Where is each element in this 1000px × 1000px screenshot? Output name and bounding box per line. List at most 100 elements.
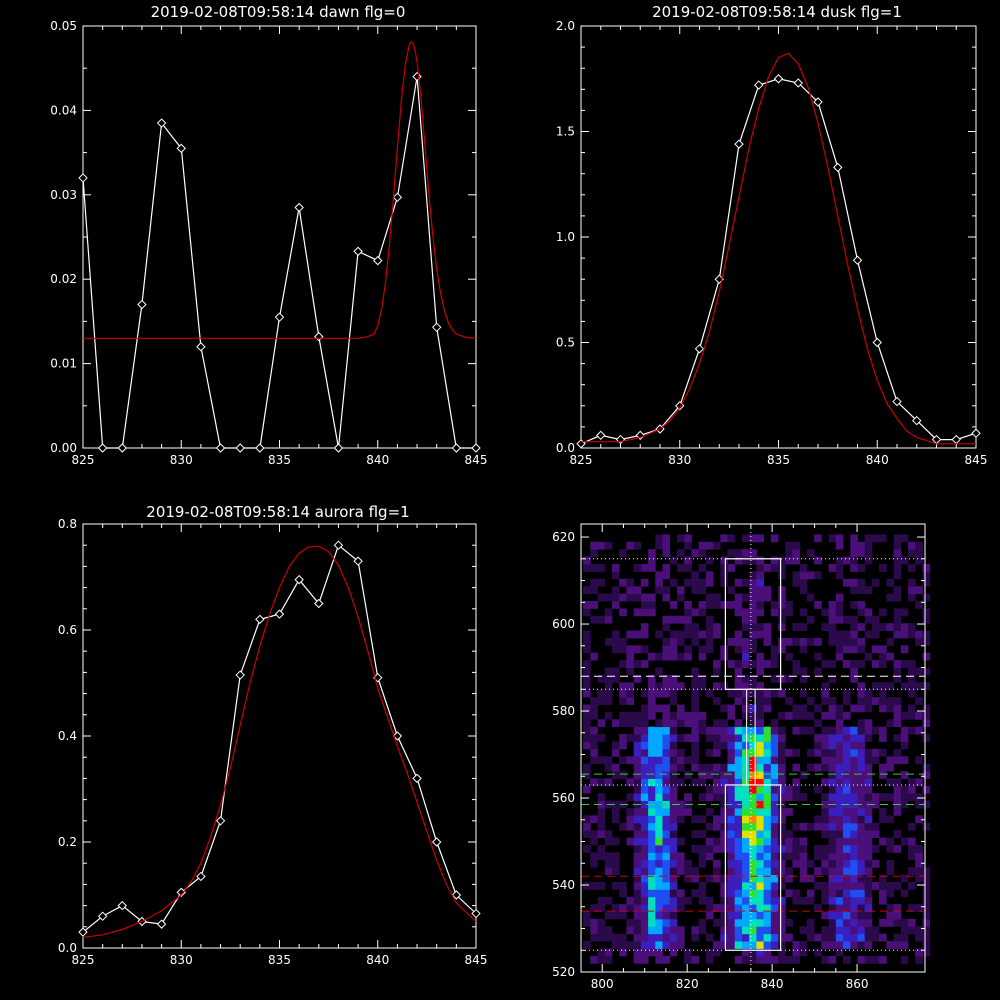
spectrogram-pixel	[734, 926, 743, 935]
spectrogram-pixel	[633, 734, 642, 742]
spectrogram-pixel	[763, 785, 772, 794]
spectrogram-pixel	[850, 808, 858, 816]
spectrogram-pixel	[604, 674, 613, 683]
spectrogram-pixel	[799, 874, 808, 883]
spectrogram-pixel	[843, 955, 851, 964]
spectrogram-pixel	[749, 638, 757, 646]
spectrogram-pixel	[857, 955, 866, 964]
spectrogram-pixel	[655, 793, 663, 801]
spectrogram-pixel	[785, 874, 793, 883]
spectrogram-pixel	[691, 778, 699, 787]
spectrogram-pixel	[734, 549, 743, 557]
spectrogram-pixel	[640, 889, 649, 898]
spectrogram-pixel	[626, 793, 634, 801]
spectrogram-pixel	[742, 926, 750, 935]
spectrogram-pixel	[669, 771, 678, 779]
spectrogram-pixel	[633, 726, 642, 735]
spectrogram-pixel	[756, 955, 764, 964]
spectrogram-pixel	[879, 652, 887, 661]
spectrogram-pixel	[648, 601, 656, 609]
spectrogram-pixel	[828, 845, 837, 853]
spectrogram-pixel	[821, 711, 829, 720]
spectrogram-pixel	[734, 660, 743, 668]
spectrogram-pixel	[922, 615, 931, 624]
spectrogram-pixel	[864, 815, 873, 824]
spectrogram-pixel	[857, 845, 866, 853]
spectrogram-pixel	[727, 830, 736, 838]
spectrogram-pixel	[669, 726, 678, 735]
spectrogram-pixel	[734, 578, 743, 587]
spectrogram-pixel	[691, 889, 699, 898]
spectrogram-pixel	[770, 674, 779, 683]
spectrogram-pixel	[655, 815, 663, 824]
dusk-x-tick-label: 845	[965, 453, 988, 467]
spectrogram-pixel	[835, 756, 844, 765]
spectrogram-pixel	[770, 830, 779, 838]
spectrogram-pixel	[612, 645, 620, 654]
spectrogram-pixel	[698, 586, 707, 594]
spectrogram-pixel	[778, 837, 786, 846]
spectrogram-pixel	[590, 704, 598, 713]
spectrogram-pixel	[806, 726, 815, 735]
spectrogram-pixel	[871, 800, 880, 809]
spectrogram-pixel	[612, 593, 620, 602]
spectrogram-pixel	[633, 941, 642, 949]
spectrogram-pixel	[655, 704, 663, 713]
spectrogram-pixel	[763, 638, 772, 646]
spectrogram-pixel	[864, 726, 873, 735]
spectrogram-pixel	[843, 697, 851, 705]
spectrogram-image	[583, 534, 931, 964]
spectrogram-pixel	[806, 822, 815, 831]
spectrogram-pixel	[698, 682, 707, 691]
spectrogram-pixel	[778, 771, 786, 779]
spectrogram-pixel	[893, 808, 902, 816]
spectrogram-pixel	[821, 822, 829, 831]
spectrogram-pixel	[922, 711, 931, 720]
spectrogram-pixel	[698, 793, 707, 801]
spectrogram-pixel	[843, 793, 851, 801]
spectrogram-pixel	[857, 822, 866, 831]
spectrogram-pixel	[662, 704, 671, 713]
spectrogram-pixel	[756, 918, 764, 927]
spectrogram-pixel	[705, 771, 714, 779]
spectrogram-pixel	[843, 837, 851, 846]
spectrogram-pixel	[705, 904, 714, 912]
spectrogram-pixel	[669, 926, 678, 935]
spectrogram-pixel	[727, 918, 736, 927]
spectrogram-pixel	[756, 793, 764, 801]
spectrogram-pixel	[857, 578, 866, 587]
spectrogram-pixel	[612, 837, 620, 846]
spectrogram-pixel	[749, 918, 757, 927]
spectrogram-pixel	[756, 756, 764, 765]
spectrogram-pixel	[915, 955, 923, 964]
spectrogram-pixel	[698, 926, 707, 935]
spectrogram-pixel	[893, 941, 902, 949]
spectrogram-pixel	[583, 660, 591, 668]
spectrogram-pixel	[850, 918, 858, 927]
spectrogram-pixel	[655, 734, 663, 742]
spectrogram-pixel	[857, 837, 866, 846]
spectrogram-pixel	[727, 896, 736, 905]
spectrogram-pixel	[763, 697, 772, 705]
spectrogram-pixel	[720, 822, 728, 831]
spectrogram-pixel	[662, 534, 671, 543]
spectrogram-pixel	[864, 556, 873, 565]
spectrogram-pixel	[792, 726, 801, 735]
spectrogram-pixel	[828, 867, 837, 875]
dawn-observed-point	[255, 443, 265, 453]
spectrogram-pixel	[893, 793, 902, 801]
spectrogram-y-tick-label: 520	[552, 965, 575, 979]
spectrogram-pixel	[900, 771, 909, 779]
spectrogram-pixel	[698, 630, 707, 639]
spectrogram-pixel	[677, 704, 685, 713]
spectrogram-pixel	[742, 711, 750, 720]
spectrogram-pixel	[843, 852, 851, 861]
spectrogram-pixel	[633, 785, 642, 794]
spectrogram-pixel	[749, 704, 757, 713]
spectrogram-pixel	[590, 778, 598, 787]
spectrogram-pixel	[612, 859, 620, 868]
spectrogram-pixel	[835, 601, 844, 609]
dusk-observed-line	[580, 78, 977, 445]
aurora-y-tick-label: 0.0	[58, 941, 77, 955]
dawn-observed-point	[196, 342, 206, 352]
